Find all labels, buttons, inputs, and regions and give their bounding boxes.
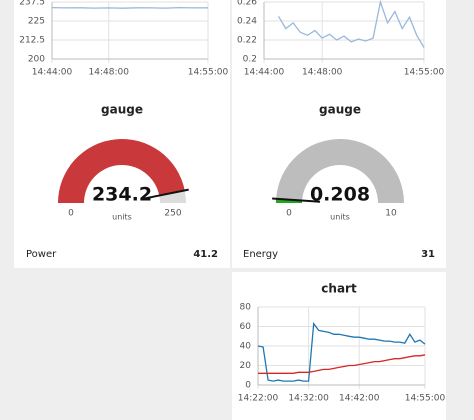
row-value: 41.2 [193, 249, 218, 260]
x-tick-label: 14:55:00 [405, 394, 446, 404]
gauge-needle [272, 197, 321, 203]
card [232, 0, 446, 268]
x-tick-label: 14:32:00 [288, 394, 329, 404]
x-tick-label: 14:22:00 [238, 394, 279, 404]
y-tick-label: 0 [245, 381, 251, 391]
line [257, 321, 426, 382]
gauge-needle [141, 188, 189, 201]
card [14, 0, 230, 268]
y-tick-label: 0.22 [237, 36, 257, 46]
y-tick-label: 200 [28, 55, 45, 65]
gauge-min: 0 [286, 209, 292, 219]
y-tick-label: 212.5 [19, 36, 45, 46]
x-tick-label: 14:55:00 [188, 68, 229, 78]
x-tick-label: 14:44:00 [244, 68, 285, 78]
y-tick-label: 60 [240, 322, 252, 332]
gauge-track [276, 139, 404, 203]
gauge-title: gauge [101, 103, 143, 117]
x-tick-label: 14:42:00 [339, 394, 380, 404]
y-tick-label: 225 [28, 17, 45, 27]
gauge-fill [58, 138, 185, 203]
chart-title: chart [321, 282, 357, 296]
x-tick-label: 14:48:00 [89, 68, 130, 78]
gauge-min: 0 [68, 209, 74, 219]
gauge-value: 234.2 [92, 184, 152, 206]
y-tick-label: 0.24 [237, 17, 257, 27]
x-tick-label: 14:55:00 [404, 68, 445, 78]
gauge-max: 250 [164, 209, 181, 219]
line [277, 0, 425, 48]
y-tick-label: 20 [240, 361, 252, 371]
line [51, 6, 209, 9]
y-tick-label: 0.26 [237, 0, 257, 8]
x-tick-label: 14:44:00 [32, 68, 73, 78]
y-tick-label: 80 [240, 303, 252, 313]
gauge-units: units [330, 213, 350, 222]
line [258, 354, 426, 374]
gauge-units: units [112, 213, 132, 222]
x-tick-label: 14:48:00 [302, 68, 343, 78]
gauge-value: 0.208 [310, 184, 370, 206]
row-value: 31 [421, 249, 435, 260]
row-label: Energy [243, 249, 278, 260]
y-tick-label: 0.2 [243, 55, 257, 65]
gauge-max: 10 [385, 209, 397, 219]
y-tick-label: 40 [240, 342, 252, 352]
gauge-track [159, 190, 186, 203]
y-tick-label: 237.5 [19, 0, 45, 8]
row-label: Power [26, 249, 57, 260]
gauge-title: gauge [319, 103, 361, 117]
